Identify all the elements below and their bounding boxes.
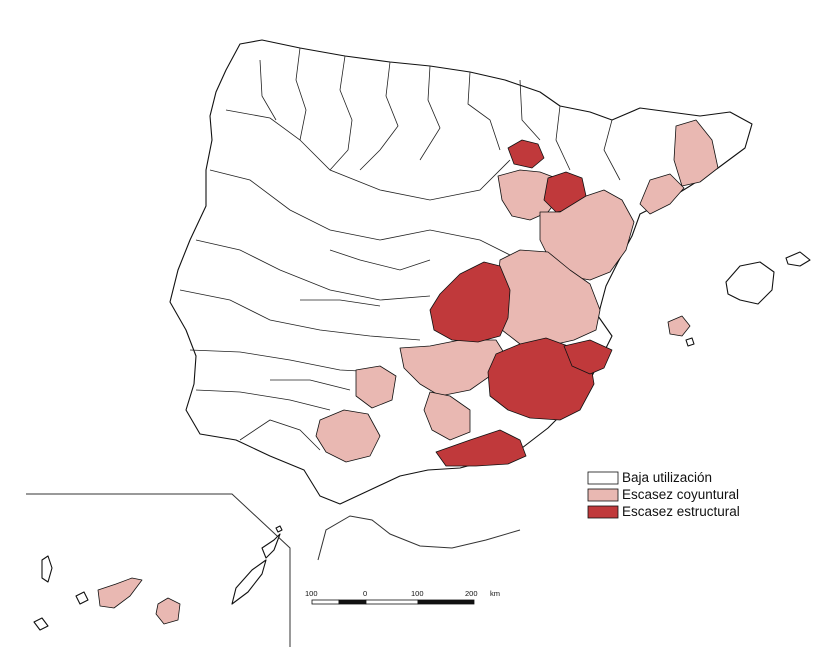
scale-bar: 100 0 100 200 km bbox=[305, 589, 500, 605]
balearic-islands bbox=[667, 251, 811, 347]
canary-islands bbox=[33, 525, 283, 631]
scale-segment bbox=[338, 599, 367, 605]
catalonia-interior bbox=[673, 119, 719, 187]
fuerteventura bbox=[231, 559, 267, 605]
legend-swatch-baja bbox=[587, 471, 619, 485]
alicante-coast bbox=[563, 339, 613, 375]
ebro-structural-north bbox=[507, 139, 545, 169]
watershed-boundaries bbox=[179, 47, 621, 451]
lower-guadalquivir bbox=[315, 409, 381, 463]
canary-inset-frame bbox=[26, 493, 291, 647]
scale-tick-label: 100 bbox=[411, 589, 424, 598]
catalonia-coast bbox=[639, 173, 685, 215]
alegranza bbox=[275, 525, 283, 533]
scale-segment bbox=[417, 599, 475, 605]
lanzarote bbox=[261, 533, 281, 559]
la-palma bbox=[41, 555, 53, 583]
scale-unit-label: km bbox=[490, 589, 500, 598]
scale-tick-label: 100 bbox=[305, 589, 318, 598]
legend-label-coyuntural: Escasez coyuntural bbox=[622, 487, 739, 502]
legend-swatch-estructural bbox=[587, 505, 619, 519]
el-hierro bbox=[33, 617, 49, 631]
mallorca bbox=[725, 261, 775, 305]
la-gomera bbox=[75, 591, 89, 605]
gran-canaria bbox=[155, 597, 181, 625]
basin-layer bbox=[315, 119, 719, 467]
tenerife bbox=[97, 577, 143, 609]
legend-swatch-coyuntural bbox=[587, 488, 619, 502]
scale-tick-label: 0 bbox=[363, 589, 367, 598]
middle-guadalquivir bbox=[355, 365, 397, 409]
ibiza bbox=[667, 315, 691, 337]
almeria bbox=[435, 429, 527, 467]
menorca bbox=[785, 251, 811, 267]
upper-guadiana bbox=[429, 261, 511, 343]
scale-segment bbox=[311, 599, 340, 605]
upper-guadalquivir bbox=[423, 391, 471, 441]
scale-tick-label: 200 bbox=[465, 589, 478, 598]
north-africa-coast bbox=[317, 515, 521, 561]
formentera bbox=[685, 337, 695, 347]
scale-segment bbox=[365, 599, 419, 605]
segura bbox=[487, 337, 595, 421]
legend: Baja utilización Escasez coyuntural Esca… bbox=[587, 470, 740, 519]
legend-label-estructural: Escasez estructural bbox=[622, 504, 740, 519]
legend-label-baja: Baja utilización bbox=[622, 470, 712, 485]
